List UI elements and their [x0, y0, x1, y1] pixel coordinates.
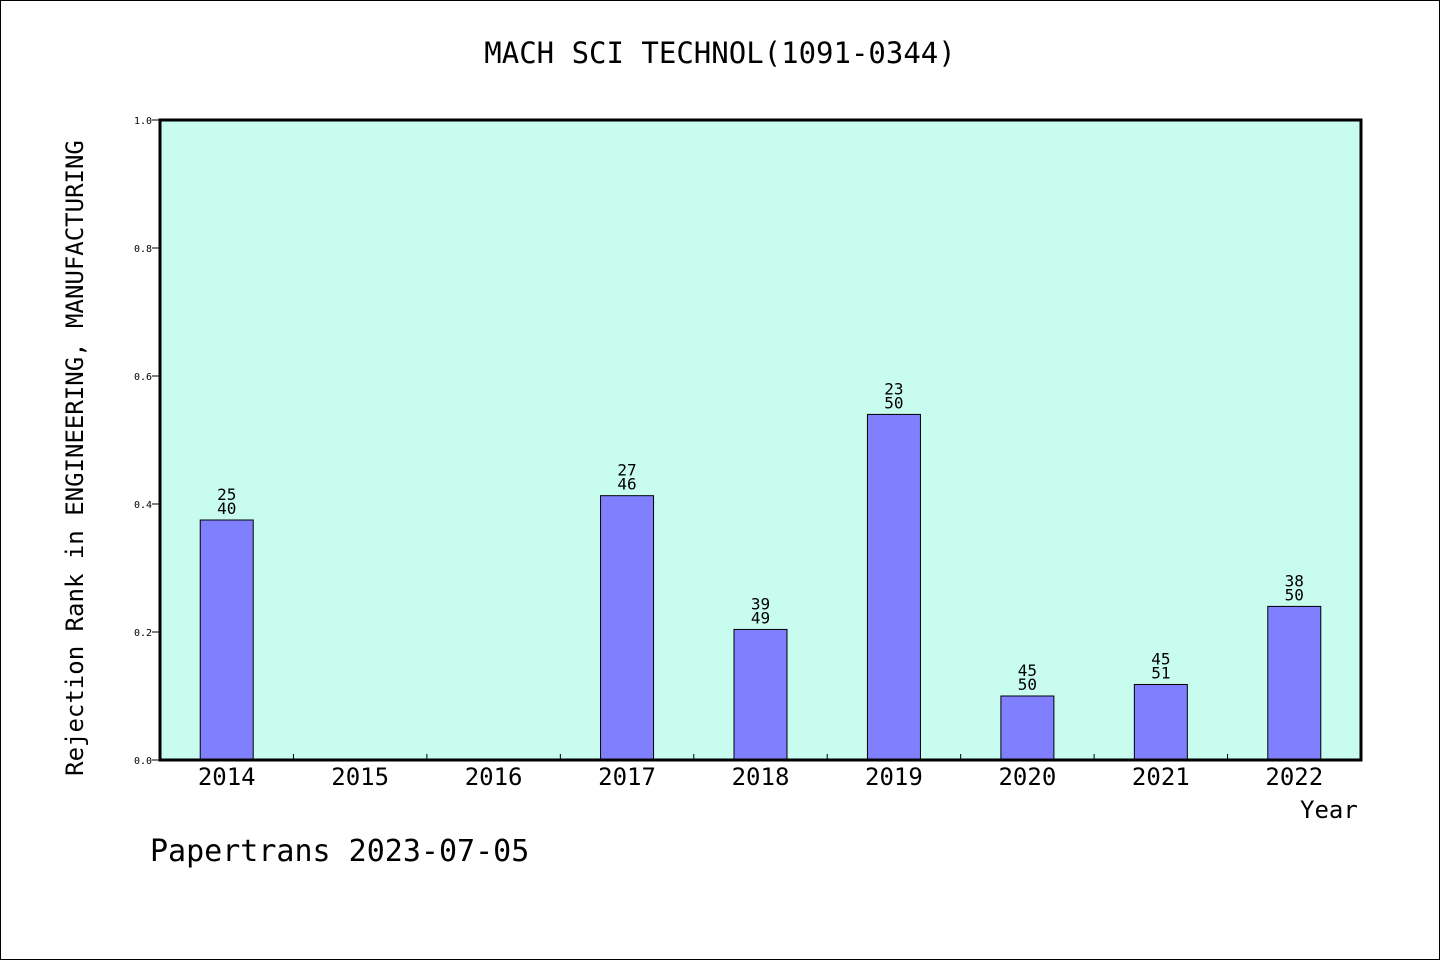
x-tick-label: 2016	[465, 763, 523, 791]
y-tick-label: 0.2	[134, 628, 152, 639]
bar-rank-label: 45	[1018, 661, 1037, 680]
y-tick-label: 1.0	[134, 116, 152, 127]
bar	[600, 495, 655, 761]
y-tick-label: 0.6	[134, 372, 152, 383]
bar	[1133, 683, 1188, 761]
x-tick-label: 2019	[865, 763, 923, 791]
x-axis-label: Year	[1300, 796, 1358, 824]
x-tick-label: 2015	[331, 763, 389, 791]
x-tick-label: 2020	[998, 763, 1056, 791]
y-tick-label: 0.8	[134, 244, 152, 255]
bar-rank-label: 39	[751, 594, 770, 613]
bar	[1000, 695, 1055, 761]
bar-total-label: 40	[217, 499, 236, 518]
bar-rank-label: 45	[1151, 649, 1170, 668]
x-tick-label: 2014	[198, 763, 256, 791]
x-tick-label: 2021	[1132, 763, 1190, 791]
y-tick-label: 0.4	[134, 500, 152, 511]
footer-text: Papertrans 2023-07-05	[150, 834, 530, 869]
bar	[733, 628, 788, 761]
bar-total-label: 50	[884, 393, 903, 412]
bar-total-label: 49	[751, 608, 770, 627]
x-tick-label: 2022	[1265, 763, 1323, 791]
x-tick-label: 2017	[598, 763, 656, 791]
bar	[1267, 605, 1322, 761]
bar-total-label: 51	[1151, 663, 1170, 682]
bar	[866, 413, 921, 761]
bar	[199, 519, 254, 761]
chart-title: MACH SCI TECHNOL(1091-0344)	[484, 36, 956, 70]
x-tick-label: 2018	[732, 763, 790, 791]
bar-rank-label: 23	[884, 379, 903, 398]
bar-total-label: 50	[1018, 675, 1037, 694]
bar-rank-label: 38	[1285, 571, 1304, 590]
bar-total-label: 50	[1285, 585, 1304, 604]
plot-border	[158, 118, 1363, 762]
y-tick-label: 0.0	[134, 756, 152, 767]
bar-rank-label: 27	[617, 461, 636, 480]
bar-rank-label: 25	[217, 485, 236, 504]
bar-total-label: 46	[617, 475, 636, 494]
